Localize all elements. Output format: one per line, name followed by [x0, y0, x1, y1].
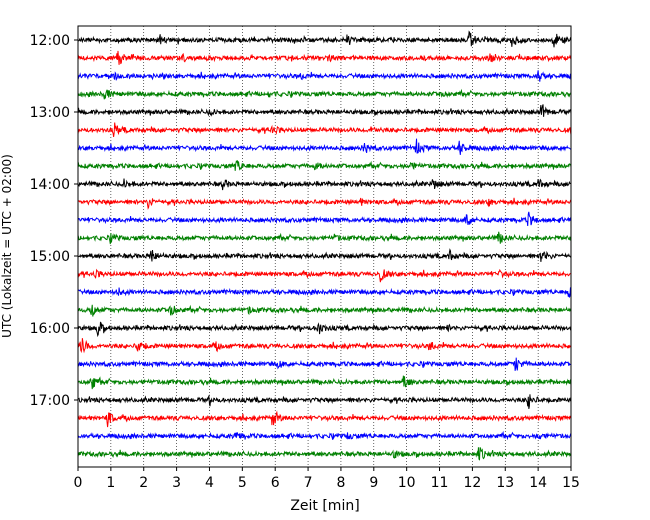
- trace-15: [77, 304, 572, 317]
- x-tick-label-8: 8: [336, 475, 345, 491]
- x-tick-label-1: 1: [106, 475, 115, 491]
- x-axis-ticks: 0 1 2 3 4 5 6 7 8 9 10 11 12 13 14 15: [74, 467, 580, 491]
- trace-6: [77, 138, 572, 155]
- trace-22: [77, 430, 572, 441]
- y-tick-label-1: 13:00: [30, 105, 70, 121]
- y-tick-label-2: 14:00: [30, 177, 70, 193]
- x-tick-label-12: 12: [463, 475, 481, 491]
- trace-2: [77, 70, 572, 82]
- trace-21: [77, 410, 572, 428]
- trace-1: [77, 50, 572, 65]
- trace-11: [77, 231, 572, 245]
- x-tick-label-0: 0: [74, 475, 83, 491]
- y-tick-label-0: 12:00: [30, 33, 70, 49]
- trace-14: [77, 287, 572, 299]
- trace-5: [77, 122, 572, 138]
- y-axis-ticks: 12:00 13:00 14:00 15:00 16:00 17:00: [30, 33, 78, 409]
- trace-12: [77, 248, 572, 262]
- x-tick-label-13: 13: [496, 475, 514, 491]
- x-tick-label-4: 4: [205, 475, 214, 491]
- trace-8: [77, 178, 572, 191]
- y-tick-label-4: 16:00: [30, 321, 70, 337]
- x-tick-label-2: 2: [139, 475, 148, 491]
- x-tick-label-5: 5: [238, 475, 247, 491]
- trace-4: [77, 104, 572, 117]
- trace-23: [77, 447, 572, 461]
- y-tick-label-3: 15:00: [30, 249, 70, 265]
- x-tick-label-9: 9: [369, 475, 378, 491]
- trace-16: [77, 321, 572, 338]
- seismic-traces: [77, 30, 572, 461]
- y-axis-label: UTC (Lokalzeit = UTC + 02:00): [0, 154, 14, 338]
- x-tick-label-14: 14: [529, 475, 547, 491]
- x-tick-label-15: 15: [562, 475, 580, 491]
- x-tick-label-7: 7: [304, 475, 313, 491]
- x-axis-label: Zeit [min]: [290, 498, 359, 514]
- x-tick-label-6: 6: [271, 475, 280, 491]
- x-tick-label-11: 11: [431, 475, 449, 491]
- trace-0: [77, 30, 572, 48]
- x-tick-label-3: 3: [172, 475, 181, 491]
- plot-frame: [77, 25, 572, 468]
- trace-18: [77, 357, 572, 371]
- x-tick-label-10: 10: [398, 475, 416, 491]
- trace-20: [77, 394, 572, 409]
- y-tick-label-5: 17:00: [30, 393, 70, 409]
- trace-10: [77, 211, 572, 226]
- trace-13: [77, 268, 572, 283]
- trace-3: [77, 88, 572, 100]
- trace-19: [77, 375, 572, 390]
- trace-7: [77, 160, 572, 171]
- trace-9: [77, 197, 572, 210]
- trace-17: [77, 338, 572, 354]
